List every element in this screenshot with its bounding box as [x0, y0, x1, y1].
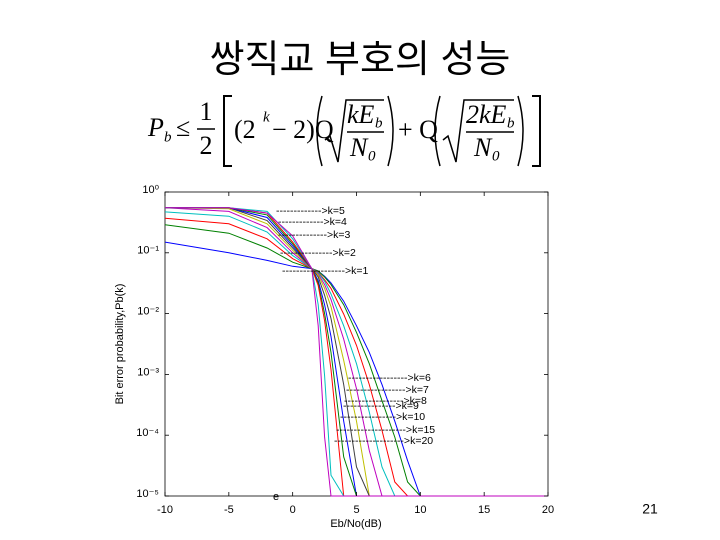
- formula-text: − 2)Q: [272, 115, 334, 144]
- annotation: ----------------->k=6: [348, 372, 431, 384]
- formula-text: ≤: [176, 113, 190, 142]
- formula-text: b: [164, 129, 172, 145]
- x-tick-label: 5: [353, 504, 359, 516]
- series-line: [165, 241, 548, 497]
- y-tick-label: 10⁻³: [137, 366, 159, 378]
- annotation: ------------->k=4: [278, 216, 347, 228]
- annotation: ------------->k=5: [276, 205, 345, 217]
- formula-text: 2: [200, 131, 213, 160]
- annotation: -------------------->k=15: [336, 424, 435, 436]
- annotation: ---------------->k=10: [340, 411, 425, 423]
- slide-title: 쌍직교 부호의 성능: [210, 39, 511, 81]
- x-tick-label: 10: [414, 504, 426, 516]
- formula-text: + Q: [398, 115, 438, 144]
- formula-text: 0: [368, 148, 376, 164]
- y-tick-label: 10⁻²: [137, 306, 159, 318]
- formula: P b ≤ 1 2 (2 k − 2)Q kE b N 0 + Q 2kE b …: [147, 95, 541, 167]
- annotation: ----------------->k=7: [346, 384, 429, 396]
- formula-text: N: [473, 133, 493, 162]
- x-tick-label: 0: [290, 504, 296, 516]
- formula-text: (2: [234, 115, 256, 144]
- formula-text: P: [147, 113, 164, 142]
- y-tick-label: 10⁻⁵: [136, 488, 159, 500]
- paren: [434, 95, 441, 167]
- series-line: [165, 224, 548, 497]
- series-line: [165, 217, 548, 497]
- x-tick-label: -5: [224, 504, 234, 516]
- y-axis-label: Bit error probability,Pb(k): [114, 284, 126, 405]
- annotation: -------------------->k=20: [334, 435, 433, 447]
- plot-frame: [164, 191, 549, 497]
- curves: [165, 207, 548, 497]
- x-axis-label: Eb/No(dB): [330, 518, 381, 530]
- x-tick-label: 15: [478, 504, 490, 516]
- paren: [316, 95, 323, 167]
- formula-text: b: [375, 115, 383, 131]
- formula-text: 0: [492, 148, 500, 164]
- formula-text: 1: [200, 97, 213, 126]
- series-line: [165, 207, 548, 497]
- paren: [517, 95, 524, 167]
- y-tick-label: 10⁰: [142, 184, 159, 196]
- annotation: ------------------>k=1: [282, 265, 368, 277]
- annotation: ----------------->k=8: [344, 395, 427, 407]
- formula-text: b: [507, 115, 515, 131]
- annotation: -------------->k=3: [278, 229, 350, 241]
- paren: [387, 95, 394, 167]
- page-number: 21: [642, 501, 658, 517]
- formula-text: 2kE: [466, 100, 507, 129]
- formula-text: kE: [347, 100, 375, 129]
- annotation: --------------->k=2: [280, 247, 356, 259]
- annotation: --------------->k=9: [343, 400, 419, 412]
- formula-text: N: [349, 133, 369, 162]
- x-tick-label: 20: [542, 504, 554, 516]
- y-tick-label: 10⁻⁴: [136, 427, 159, 439]
- formula-text: k: [263, 109, 270, 125]
- y-tick-label: 10⁻¹: [137, 245, 159, 257]
- radical: [442, 99, 514, 163]
- x-tick-label: -10: [157, 504, 173, 516]
- radical: [324, 99, 384, 163]
- stray-text: e: [273, 491, 279, 503]
- bracket: [532, 95, 541, 167]
- bracket: [223, 95, 232, 167]
